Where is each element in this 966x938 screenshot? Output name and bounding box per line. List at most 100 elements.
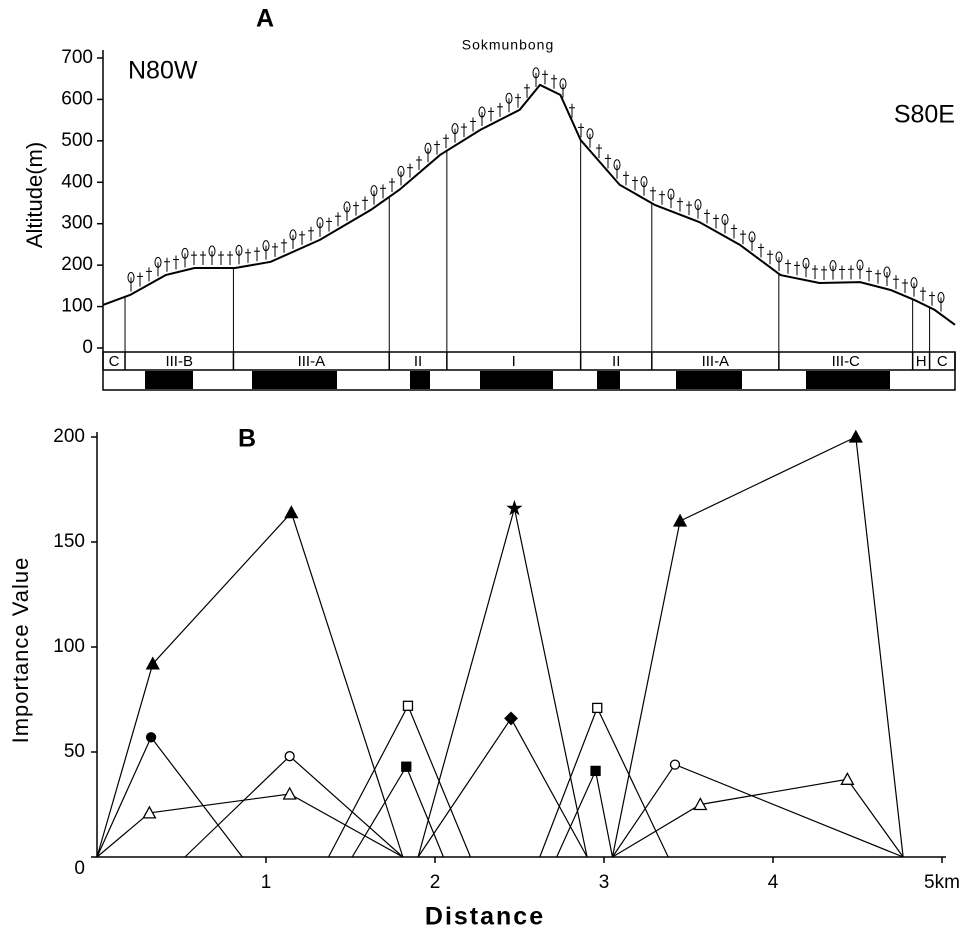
tree-icon	[721, 214, 729, 226]
y-tick-label: 50	[64, 741, 85, 762]
zone-label: III-B	[165, 353, 193, 370]
marker	[840, 771, 855, 785]
marker	[401, 761, 412, 772]
tree-icon	[478, 106, 486, 118]
zone-label: I	[512, 353, 516, 370]
tree-icon	[640, 176, 648, 188]
scale-block	[480, 371, 553, 389]
tree-icon	[856, 259, 864, 271]
y-tick-label: 100	[53, 636, 85, 657]
y-tick-label: 100	[61, 296, 93, 317]
tree-icon	[316, 217, 324, 229]
tree-icon	[343, 201, 351, 213]
marker	[669, 759, 681, 770]
tree-icon	[775, 251, 783, 263]
scale-block	[806, 371, 890, 389]
series-line	[417, 717, 588, 858]
series-line	[96, 793, 404, 858]
y-axis-title: Importance Value	[8, 557, 33, 744]
y-tick-label: 200	[61, 254, 93, 275]
altitude-profile	[102, 83, 956, 326]
x-axis-title: Distance	[425, 903, 545, 931]
marker	[672, 513, 688, 527]
tree-icon	[829, 260, 837, 272]
x-tick-label: 5km	[924, 872, 960, 893]
tree-icon	[559, 78, 567, 90]
scale-block	[597, 371, 620, 389]
panel-label: A	[256, 5, 274, 33]
x-tick-label: 1	[261, 872, 272, 893]
y-tick-label: 600	[61, 88, 93, 109]
tree-icon	[802, 257, 810, 269]
panel-label: B	[238, 425, 256, 453]
y-tick-label: 500	[61, 130, 93, 151]
x-tick-label: 2	[430, 872, 441, 893]
marker	[506, 499, 523, 516]
tree-icon	[694, 199, 702, 211]
tree-icon	[883, 266, 891, 278]
series-line	[351, 765, 445, 858]
marker	[284, 505, 299, 519]
marker	[284, 751, 295, 762]
tree-icon	[208, 245, 216, 257]
tree-icon	[667, 188, 675, 200]
y-axis-title: Altitude(m)	[22, 142, 47, 248]
y-tick-label: 400	[61, 171, 93, 192]
x-tick-label: 3	[599, 872, 610, 893]
tree-icon	[154, 256, 162, 268]
series-line	[612, 778, 904, 858]
marker	[402, 700, 414, 711]
y-tick-label: 200	[53, 426, 85, 447]
y-tick-label: 150	[53, 531, 85, 552]
marker	[142, 805, 157, 819]
tree-icon	[451, 123, 459, 135]
tree-icon	[586, 128, 594, 140]
x-tick-label: 4	[768, 872, 779, 893]
scale-block	[145, 371, 193, 389]
tree-icon	[910, 277, 918, 289]
zone-label: III-C	[832, 353, 860, 370]
tree-icon	[505, 92, 513, 104]
tree-icon	[181, 247, 189, 259]
marker	[504, 711, 518, 726]
zone-label: H	[916, 353, 927, 370]
marker	[145, 656, 160, 670]
zone-box	[102, 351, 956, 391]
scale-block	[676, 371, 742, 389]
zone-label: III-A	[298, 353, 326, 370]
tree-icon	[235, 244, 243, 256]
tree-icon	[613, 159, 621, 171]
series-line	[184, 755, 404, 858]
y-tick-label: 300	[61, 213, 93, 234]
scale-block	[252, 371, 337, 389]
zone-label: II	[414, 353, 422, 370]
marker	[282, 786, 297, 800]
tree-icon	[937, 292, 945, 304]
y-tick-label: 0	[82, 337, 93, 358]
direction-label: S80E	[894, 101, 955, 129]
tree-icon	[262, 240, 270, 252]
zone-frame	[102, 351, 956, 391]
zone-label: C	[109, 353, 120, 370]
tree-icon	[748, 231, 756, 243]
series-line	[327, 704, 472, 858]
tree-icon	[532, 67, 540, 79]
tree-icon	[397, 165, 405, 177]
y-tick-label: 700	[61, 47, 93, 68]
series-line	[611, 436, 904, 858]
marker	[145, 732, 157, 743]
direction-label: N80W	[128, 57, 198, 85]
tree-icon	[127, 271, 135, 283]
series-line	[96, 511, 404, 858]
zone-label: II	[612, 353, 620, 370]
marker	[848, 429, 863, 443]
marker	[592, 702, 603, 714]
marker	[590, 765, 601, 777]
scale-pattern	[145, 371, 890, 389]
zone-label: III-A	[702, 353, 730, 370]
tree-icon	[424, 142, 432, 154]
marker	[693, 797, 708, 811]
series-line	[417, 508, 588, 858]
scale-block	[410, 371, 430, 389]
